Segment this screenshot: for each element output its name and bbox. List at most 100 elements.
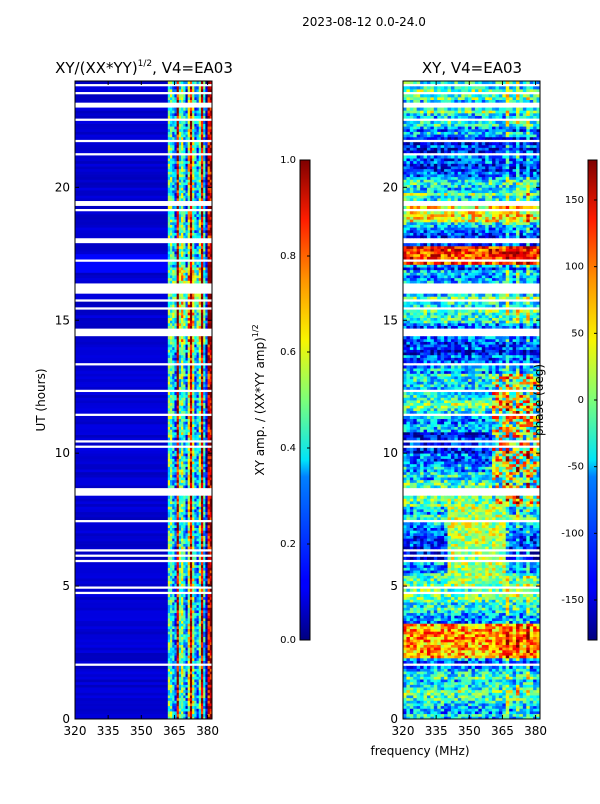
amp-cell-block	[75, 198, 168, 201]
phase-cell	[437, 695, 441, 698]
phase-cell	[454, 708, 458, 711]
phase-cell	[444, 679, 448, 682]
phase-cell	[410, 687, 414, 690]
phase-cell	[475, 711, 479, 714]
phase-cell	[495, 692, 499, 695]
phase-cell	[516, 698, 520, 701]
phase-cell	[513, 684, 517, 687]
phase-cell	[502, 674, 506, 677]
phase-cell	[448, 708, 452, 711]
phase-cell	[533, 708, 537, 711]
amp-cell-block	[75, 472, 168, 475]
amp-cell-block	[75, 528, 168, 531]
amp-x-tick-label: 320	[64, 724, 87, 738]
amp-cell-block	[75, 379, 168, 382]
phase-cell	[492, 714, 496, 717]
amp-cell-block	[75, 578, 168, 581]
phase-cell	[406, 684, 410, 687]
phase-cell	[523, 711, 527, 714]
phase-cell	[413, 714, 417, 717]
amp-cell-block	[75, 679, 168, 682]
phase-cell	[499, 692, 503, 695]
amp-x-tick-label: 350	[130, 724, 153, 738]
amp-colorbar-label: XY amp. / (XX*YY amp)1/2	[251, 324, 267, 475]
amp-cell-block	[75, 674, 168, 677]
phase-cell	[472, 676, 476, 679]
phase-cell	[413, 687, 417, 690]
phase-cell	[495, 682, 499, 685]
phase-cell	[461, 674, 465, 677]
phase-cell	[448, 700, 452, 703]
amp-cell-block	[75, 597, 168, 600]
phase-cell	[502, 703, 506, 706]
amp-cell-block	[75, 700, 168, 703]
phase-cell	[495, 711, 499, 714]
phase-cell	[502, 692, 506, 695]
amp-cell-block	[75, 280, 168, 283]
phase-cell	[523, 700, 527, 703]
phase-cell	[465, 687, 469, 690]
amp-cell-block	[75, 605, 168, 608]
amp-cell-block	[75, 296, 168, 299]
amp-cell-block	[75, 225, 168, 228]
phase-cell	[472, 692, 476, 695]
phase-cell	[413, 676, 417, 679]
phase-cell	[533, 714, 537, 717]
phase-cell	[485, 698, 489, 701]
phase-cell	[424, 714, 428, 717]
amp-cell-block	[75, 100, 168, 103]
phase-cell	[526, 682, 530, 685]
phase-cell	[417, 674, 421, 677]
phase-cell	[485, 700, 489, 703]
phase-cell	[448, 698, 452, 701]
amp-cell-block	[75, 251, 168, 254]
phase-cell	[489, 679, 493, 682]
phase-cell	[430, 698, 434, 701]
amp-cell-block	[75, 610, 168, 613]
phase-cell	[489, 700, 493, 703]
amp-cell-block	[75, 108, 168, 111]
phase-cell	[441, 698, 445, 701]
amp-cell-block	[75, 594, 168, 597]
phase-cell	[413, 682, 417, 685]
phase-cell	[509, 706, 513, 709]
phase-cell	[437, 706, 441, 709]
phase-cell	[451, 682, 455, 685]
phase-cell	[465, 690, 469, 693]
phase-cell	[492, 695, 496, 698]
amp-cell-block	[75, 458, 168, 461]
phase-cell	[454, 698, 458, 701]
phase-cell	[530, 700, 534, 703]
phase-cell	[427, 711, 431, 714]
phase-cell	[403, 674, 407, 677]
amp-cell-block	[75, 509, 168, 512]
phase-cell	[444, 690, 448, 693]
amp-cell-block	[75, 214, 168, 217]
phase-cell	[516, 714, 520, 717]
phase-cell	[403, 684, 407, 687]
amp-cell-block	[75, 134, 168, 137]
phase-cell	[482, 692, 486, 695]
phase-cell	[427, 695, 431, 698]
phase-cell	[424, 703, 428, 706]
amp-cell-block	[75, 121, 168, 124]
amp-title-tail: , V4=EA03	[152, 59, 233, 77]
phase-cell	[506, 687, 510, 690]
phase-cell	[533, 695, 537, 698]
phase-cell	[502, 676, 506, 679]
amp-cell-block	[75, 530, 168, 533]
phase-cell	[489, 684, 493, 687]
amp-cell-block	[75, 193, 168, 196]
phase-cell	[506, 706, 510, 709]
phase-cell	[420, 674, 424, 677]
phase-cell	[533, 679, 537, 682]
amp-cb-tick-label: 0.6	[280, 347, 296, 358]
phase-cell	[420, 690, 424, 693]
amp-cb-label-main: XY amp. / (XX*YY amp)	[253, 337, 267, 475]
phase-cell	[430, 684, 434, 687]
phase-cell	[482, 695, 486, 698]
amp-cell-block	[75, 147, 168, 150]
phase-cell	[530, 698, 534, 701]
phase-cell	[513, 698, 517, 701]
phase-cell	[478, 700, 482, 703]
